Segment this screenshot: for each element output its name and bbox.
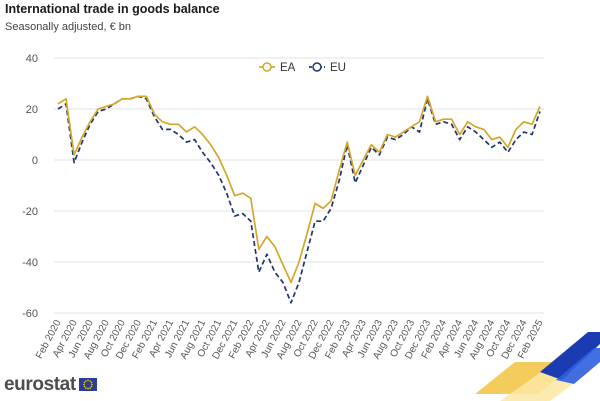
y-tick-label: 20 xyxy=(26,104,38,116)
y-tick-label: 40 xyxy=(26,53,38,65)
series-line-eu xyxy=(57,95,541,304)
chart-title: International trade in goods balance xyxy=(5,2,220,16)
legend-label-ea: EA xyxy=(280,62,296,74)
legend-marker-eu xyxy=(312,62,322,72)
legend-marker-ea xyxy=(262,62,272,72)
grid-lines xyxy=(54,57,544,314)
legend: EA EU xyxy=(259,62,346,74)
legend-label-eu: EU xyxy=(330,62,346,74)
y-tick-label: -20 xyxy=(22,206,38,218)
y-tick-label: -60 xyxy=(22,308,38,320)
series-lines xyxy=(57,95,541,304)
eu-flag-icon xyxy=(79,378,97,391)
legend-item-eu[interactable]: EU xyxy=(309,62,346,74)
y-axis-tick-labels: -60 -40 -20 0 20 40 xyxy=(22,53,38,320)
series-line-ea xyxy=(57,95,541,284)
eurostat-logo-text: eurostat xyxy=(4,374,76,395)
chart-subtitle: Seasonally adjusted, € bn xyxy=(5,21,131,33)
y-tick-label: 0 xyxy=(32,155,38,167)
y-tick-label: -40 xyxy=(22,257,38,269)
decorative-stripes xyxy=(475,332,600,401)
legend-item-ea[interactable]: EA xyxy=(259,62,296,74)
